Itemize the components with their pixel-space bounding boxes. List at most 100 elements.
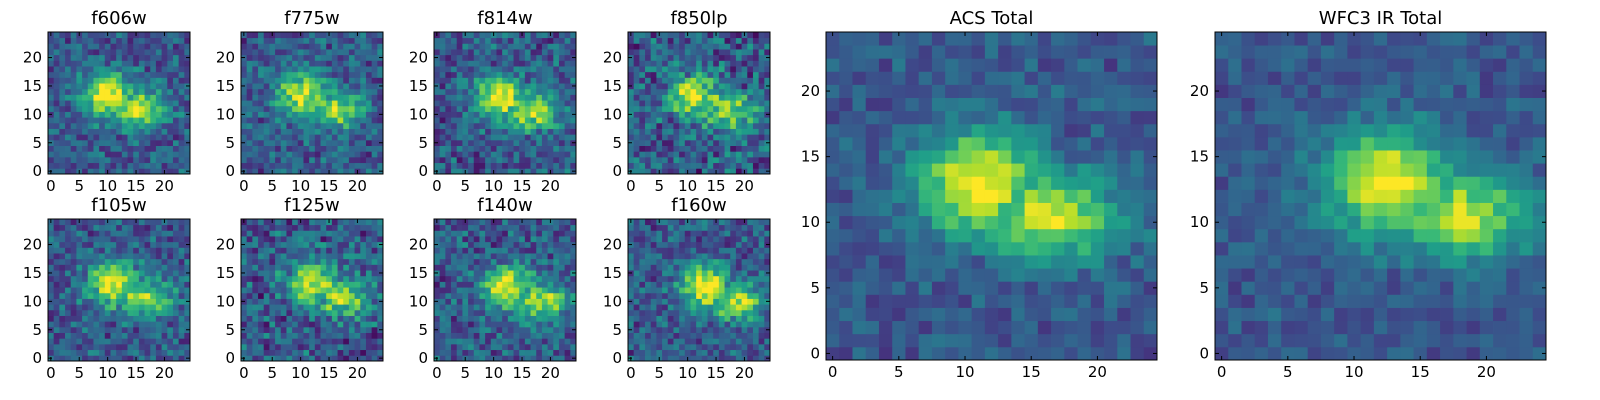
- heatmap-cell: [513, 304, 520, 311]
- heatmap-cell: [297, 83, 304, 90]
- heatmap-cell: [741, 100, 748, 107]
- x-tick-label: 5: [74, 364, 84, 382]
- heatmap-cell: [718, 338, 725, 345]
- heatmap-cell: [633, 270, 640, 277]
- heatmap-cell: [76, 241, 83, 248]
- heatmap-cell: [553, 32, 560, 39]
- heatmap-cell: [155, 292, 162, 299]
- heatmap-cell: [451, 151, 458, 158]
- heatmap-cell: [280, 275, 287, 282]
- heatmap-cell: [184, 37, 191, 44]
- heatmap-cell: [365, 338, 373, 345]
- heatmap-cell: [696, 88, 703, 95]
- heatmap-cell: [150, 292, 157, 299]
- heatmap-cell: [730, 145, 737, 152]
- heatmap-cell: [547, 66, 554, 73]
- heatmap-cell: [547, 100, 554, 107]
- heatmap-cell: [127, 105, 134, 112]
- heatmap-cell: [365, 122, 373, 129]
- heatmap-cell: [93, 134, 100, 141]
- heatmap-cell: [764, 162, 771, 169]
- heatmap-cell: [331, 54, 338, 61]
- heatmap-cell: [87, 128, 94, 135]
- heatmap-cell: [167, 128, 174, 135]
- heatmap-cell: [314, 247, 321, 254]
- heatmap-cell: [354, 151, 361, 158]
- heatmap-cell: [104, 247, 111, 254]
- heatmap-cell: [144, 264, 151, 271]
- heatmap-cell: [286, 94, 293, 101]
- heatmap-cell: [462, 60, 469, 67]
- heatmap-cell: [558, 349, 566, 356]
- heatmap-cell: [127, 275, 134, 282]
- heatmap-cell: [496, 66, 503, 73]
- heatmap-cell: [558, 355, 566, 362]
- heatmap-cell: [679, 338, 686, 345]
- heatmap-cell: [713, 111, 720, 118]
- heatmap-cell: [150, 281, 157, 288]
- heatmap-cell: [564, 128, 571, 135]
- heatmap-cell: [65, 304, 72, 311]
- heatmap-cell: [172, 145, 180, 152]
- heatmap-cell: [371, 71, 378, 78]
- heatmap-cell: [53, 230, 60, 237]
- heatmap-cell: [138, 247, 145, 254]
- heatmap-cell: [121, 230, 128, 237]
- heatmap-cell: [241, 105, 248, 112]
- heatmap-cell: [65, 83, 72, 90]
- heatmap-cell: [718, 326, 725, 333]
- heatmap-cell: [724, 304, 731, 311]
- heatmap-cell: [696, 151, 703, 158]
- heatmap-cell: [553, 88, 560, 95]
- heatmap-cell: [541, 224, 548, 231]
- heatmap-cell: [553, 258, 560, 265]
- heatmap-cell: [326, 332, 333, 339]
- heatmap-cell: [365, 343, 373, 351]
- heatmap-cell: [564, 241, 571, 248]
- heatmap-cell: [547, 309, 554, 316]
- heatmap-cell: [445, 275, 452, 282]
- heatmap-cell: [309, 145, 316, 152]
- heatmap-cell: [650, 105, 657, 112]
- heatmap-cell: [360, 168, 367, 175]
- heatmap-cell: [547, 139, 554, 146]
- heatmap-cell: [696, 309, 703, 316]
- heatmap-cell: [713, 281, 720, 288]
- heatmap-cell: [343, 298, 350, 305]
- heatmap-cell: [161, 100, 168, 107]
- heatmap-cell: [252, 37, 259, 44]
- heatmap-cell: [507, 162, 514, 169]
- heatmap-cell: [696, 60, 703, 67]
- heatmap-cell: [519, 88, 526, 95]
- heatmap-cell: [701, 287, 708, 294]
- heatmap-cell: [451, 332, 458, 339]
- y-tick-label: 0: [612, 162, 622, 180]
- heatmap-cell: [558, 60, 566, 67]
- heatmap-cell: [553, 298, 560, 305]
- x-tick-label: 10: [484, 177, 503, 195]
- heatmap-cell: [752, 134, 760, 141]
- heatmap-cell: [724, 145, 731, 152]
- heatmap-cell: [161, 338, 168, 345]
- heatmap-cell: [451, 309, 458, 316]
- heatmap-cell: [507, 60, 514, 67]
- heatmap-cell: [116, 292, 123, 299]
- heatmap-cell: [292, 343, 299, 351]
- heatmap-cell: [263, 349, 270, 356]
- heatmap-cell: [758, 94, 765, 101]
- heatmap-cell: [348, 230, 355, 237]
- heatmap-cell: [269, 292, 276, 299]
- heatmap-cell: [707, 43, 714, 50]
- heatmap-cell: [650, 292, 657, 299]
- heatmap-cell: [337, 128, 344, 135]
- heatmap-cell: [331, 309, 338, 316]
- heatmap-cell: [553, 230, 560, 237]
- heatmap-cell: [280, 105, 287, 112]
- heatmap-cell: [445, 37, 452, 44]
- heatmap-cell: [496, 315, 503, 322]
- heatmap-cell: [718, 94, 725, 101]
- heatmap-cell: [667, 156, 674, 164]
- heatmap-cell: [541, 281, 548, 288]
- heatmap-cell: [564, 321, 571, 328]
- heatmap-cell: [320, 77, 327, 84]
